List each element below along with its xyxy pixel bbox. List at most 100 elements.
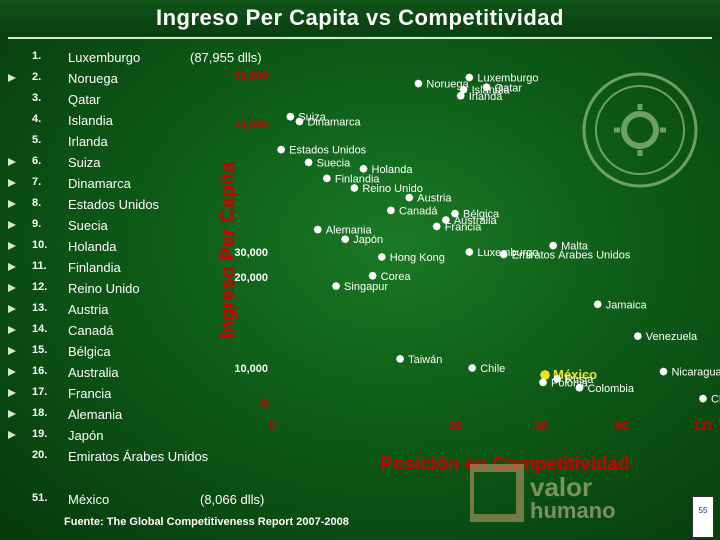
data-point-label: Islandia [472, 85, 511, 97]
data-point [277, 145, 286, 154]
rank-row: 4. Islandia [8, 111, 248, 131]
x-tick-label: 20 [448, 419, 462, 433]
data-point [451, 209, 459, 218]
rank-number: 15. [32, 344, 48, 356]
arrow-icon [8, 305, 16, 313]
rank-country: Dinamarca [68, 176, 131, 191]
rank-country: Emiratos Árabes Unidos [68, 449, 209, 464]
data-point-label: Qatar [495, 82, 523, 94]
arrow-icon [8, 242, 16, 250]
y-tick-label: 20,000 [234, 272, 268, 284]
data-point [482, 83, 491, 92]
data-point [441, 216, 450, 224]
rank-row: 13. Austria [8, 300, 248, 320]
arrow-icon [8, 368, 16, 376]
data-point [593, 300, 602, 309]
top-income-value: (87,955 dlls) [190, 50, 262, 65]
data-point-label: Bélgica [463, 209, 500, 221]
rank-number: 3. [32, 92, 42, 104]
data-point [465, 248, 474, 256]
rank-number: 10. [32, 239, 48, 251]
data-point [377, 253, 386, 261]
rank-row: 7. Dinamarca [8, 174, 248, 194]
data-point-label: Alemania [326, 225, 373, 237]
data-point-label: Luxemburgo [477, 247, 538, 259]
data-point-label: Austria [417, 193, 452, 205]
y-tick-label: 0 [260, 395, 268, 411]
data-point [575, 383, 584, 392]
rank-country: Finlandia [68, 260, 121, 275]
rank-number: 18. [32, 407, 48, 419]
y-tick-label: 10,000 [234, 363, 268, 375]
rank-row: 19. Japón [8, 426, 248, 446]
rank-number: 11. [32, 260, 47, 272]
rank-number: 6. [32, 155, 42, 167]
data-point [459, 85, 468, 94]
data-point [456, 91, 465, 100]
data-point [633, 332, 642, 341]
university-seal-icon [582, 72, 698, 188]
rank-number: 2. [32, 71, 42, 83]
data-point [405, 193, 414, 202]
data-point [286, 112, 295, 121]
rank-country: Noruega [68, 71, 118, 86]
x-tick-label: 50 [534, 419, 548, 433]
data-point-label: Singapur [344, 281, 388, 293]
x-tick-label: 0 [269, 419, 276, 433]
data-point-label: Venezuela [646, 331, 698, 343]
rank-row: 6. Suiza [8, 153, 248, 173]
data-point-label: Taiwán [408, 354, 442, 366]
rank-country: Holanda [68, 239, 117, 254]
arrow-icon [8, 263, 16, 271]
y-tick-label: 50,000 [234, 119, 268, 131]
data-point-label: Jamaica [606, 299, 648, 311]
rank-row: 18. Alemania [8, 405, 248, 425]
data-point [295, 117, 304, 126]
data-point [499, 250, 508, 259]
data-point [699, 394, 707, 403]
rank-row: 1. Luxemburgo [8, 48, 248, 68]
arrow-icon [8, 221, 16, 229]
rank-country: Suecia [68, 218, 108, 233]
data-point-label: Rusia [565, 374, 594, 386]
rank-country: México [68, 492, 110, 507]
rank-number: 13. [32, 302, 48, 314]
rank-country: Reino Unido [68, 281, 140, 296]
rank-country: Francia [68, 386, 112, 401]
data-point [304, 158, 313, 167]
rank-country: Alemania [68, 407, 123, 422]
data-point-label: Francia [445, 221, 483, 233]
rank-row: 9. Suecia [8, 216, 248, 236]
source-note: Fuente: The Global Competitiveness Repor… [64, 516, 349, 528]
data-point [332, 282, 341, 291]
data-point [432, 222, 441, 231]
rank-country: Austria [68, 302, 109, 317]
data-point-label: Noruega [426, 79, 469, 91]
rank-number: 8. [32, 197, 42, 209]
data-point-label: México [553, 367, 597, 382]
rank-row: 8. Estados Unidos [8, 195, 248, 215]
arrow-icon [8, 284, 16, 292]
arrow-icon [8, 326, 16, 334]
data-point-label: Canadá [399, 205, 438, 217]
data-point-label: Suiza [298, 112, 326, 124]
arrow-icon [8, 74, 16, 82]
data-point [539, 378, 547, 387]
rank-number: 12. [32, 281, 48, 293]
x-tick-label: 90 [615, 419, 629, 433]
data-point-label: Corea [381, 271, 412, 283]
svg-text:valor: valor [530, 472, 592, 502]
arrow-icon [8, 179, 16, 187]
rank-number: 16. [32, 365, 48, 377]
data-point-label: Japón [353, 234, 383, 246]
rank-number: 17. [32, 386, 48, 398]
title-bar: Ingreso Per Capita vs Competitividad [0, 0, 720, 36]
rank-country: Luxemburgo [68, 50, 141, 65]
rank-country: Estados Unidos [68, 197, 160, 212]
data-point [313, 225, 322, 234]
rank-row: 2. Noruega [8, 69, 248, 89]
rank-number: 14. [32, 323, 48, 335]
page-title: Ingreso Per Capita vs Competitividad [156, 5, 564, 30]
ur-valor-humano-logo: valor humano [470, 464, 616, 522]
